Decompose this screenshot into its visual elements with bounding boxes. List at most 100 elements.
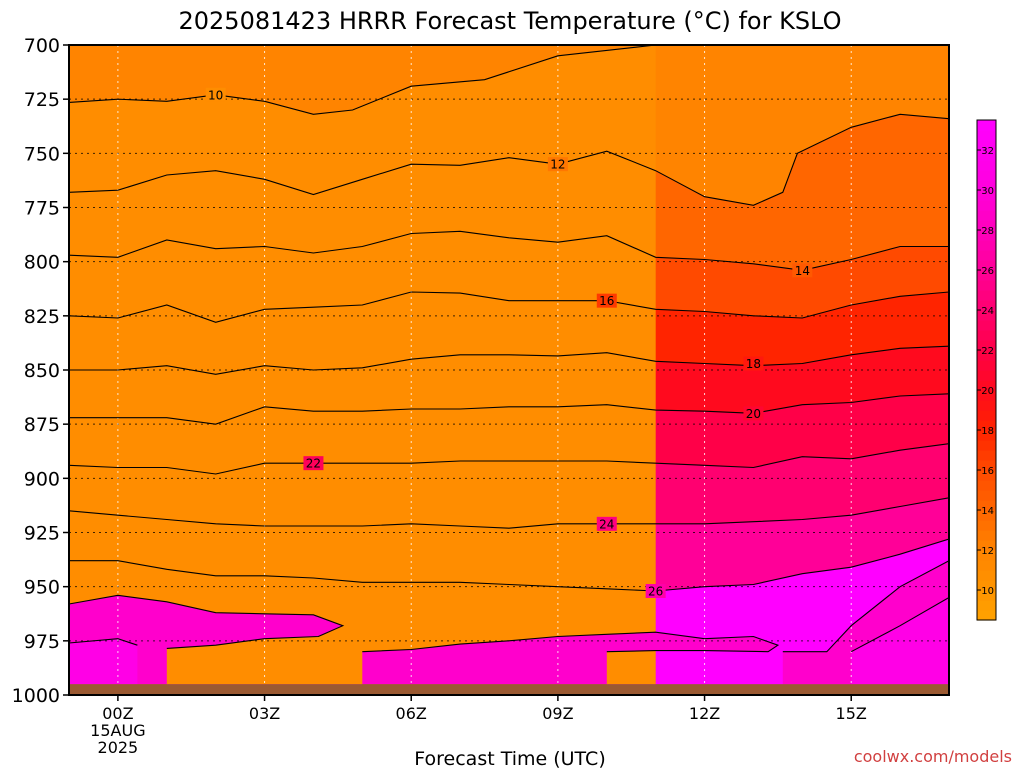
contour-label-bg (596, 293, 617, 308)
colorbar-swatch (977, 530, 996, 541)
colorbar-tick-label: 24 (981, 306, 994, 317)
colorbar-swatch (977, 170, 996, 181)
colorbar-swatch (977, 160, 996, 171)
colorbar-tick-label: 26 (981, 266, 994, 277)
colorbar-swatch (977, 390, 996, 401)
y-tick-label: 750 (24, 143, 60, 165)
contour-label-bg (743, 356, 764, 371)
colorbar-swatch (977, 120, 996, 131)
x-tick-label: 00Z (102, 704, 133, 723)
y-tick-label: 950 (24, 577, 60, 599)
colorbar-tick-label: 14 (981, 506, 994, 517)
contour-label-14: 14 (795, 264, 810, 278)
contour-label-22: 22 (306, 457, 321, 471)
y-tick-label: 825 (24, 306, 60, 328)
y-tick-label: 925 (24, 523, 60, 545)
contour-line-12 (69, 113, 949, 206)
contour-label-bg (596, 516, 617, 531)
contour-line-28 (362, 631, 780, 653)
contour-label-10: 10 (208, 88, 223, 102)
colorbar-swatch (977, 420, 996, 431)
colorbar-tick-label: 22 (981, 346, 994, 357)
colorbar-tick-label: 10 (981, 586, 994, 597)
contour-label-18: 18 (746, 357, 761, 371)
contour-line-24 (69, 497, 949, 529)
colorbar-swatch (977, 230, 996, 241)
ground-surface (69, 684, 949, 695)
colorbar-swatch (977, 490, 996, 501)
contour-label-bg (303, 456, 324, 471)
contour-line-30 (69, 638, 138, 646)
temperature-pocket-30 (851, 597, 949, 685)
chart-title: 2025081423 HRRR Forecast Temperature (°C… (179, 7, 842, 35)
colorbar-swatch (977, 600, 996, 611)
y-tick-label: 875 (24, 414, 60, 436)
colorbar-swatch (977, 580, 996, 591)
contour-line-18 (69, 345, 949, 375)
contour-lines (69, 45, 949, 653)
colorbar-swatch (977, 130, 996, 141)
colorbar-swatch (977, 400, 996, 411)
colorbar-swatch (977, 500, 996, 511)
colorbar-swatch (977, 460, 996, 471)
y-tick-label: 800 (24, 252, 60, 274)
colorbar-swatch (977, 360, 996, 371)
x-axis-label: Forecast Time (UTC) (414, 748, 605, 768)
temperature-pocket-10 (69, 45, 656, 685)
colorbar-swatch (977, 480, 996, 491)
colorbar-swatch (977, 350, 996, 361)
colorbar-swatch (977, 290, 996, 301)
contour-label-bg (547, 157, 568, 172)
x-tick-label: 03Z (249, 704, 280, 723)
temperature-pocket-30 (69, 638, 138, 685)
colorbar-swatch (977, 510, 996, 521)
contour-line-28 (782, 560, 949, 653)
temperature-pocket-28 (69, 595, 343, 685)
colorbar-swatch (977, 270, 996, 281)
y-tick-label: 900 (24, 468, 60, 490)
colorbar-swatch (977, 450, 996, 461)
y-tick-label: 725 (24, 89, 60, 111)
colorbar-tick-label: 12 (981, 546, 994, 557)
y-axis: 700 725 750 775 800 825 850 875 900 925 950 975 1000 (12, 35, 69, 707)
colorbar-swatch (977, 220, 996, 231)
colorbar-swatch (977, 520, 996, 531)
colorbar-swatch (977, 150, 996, 161)
colorbar-swatch (977, 280, 996, 291)
contour-line-10 (69, 45, 656, 115)
x-tick-label: 15Z (836, 704, 867, 723)
watermark: coolwx.com/models (854, 747, 1012, 766)
y-tick-label: 975 (24, 631, 60, 653)
contour-line-22 (69, 443, 949, 475)
contour-label-bg (792, 263, 813, 278)
contour-labels: 10 12 14 16 18 20 22 24 26 (205, 87, 813, 599)
colorbar-swatch (977, 260, 996, 271)
temperature-fill-layer (69, 45, 949, 685)
colorbar-tick-label: 30 (981, 186, 994, 197)
colorbar-tick-label: 28 (981, 226, 994, 237)
x-date-label: 15AUG (90, 721, 145, 740)
grid-lines (69, 45, 949, 695)
contour-label-bg (205, 87, 226, 102)
colorbar-swatch (977, 380, 996, 391)
colorbar-swatch (977, 550, 996, 561)
contour-label-26: 26 (648, 585, 663, 599)
colorbar-swatch (977, 240, 996, 251)
y-tick-label: 850 (24, 360, 60, 382)
contour-label-bg (645, 584, 666, 598)
colorbar-swatch (977, 370, 996, 381)
contour-label-16: 16 (599, 294, 614, 308)
colorbar: 10 12 14 16 18 20 22 24 26 28 30 32 (976, 119, 997, 621)
x-tick-label: 06Z (396, 704, 427, 723)
colorbar-frame (976, 119, 997, 621)
colorbar-tick-label: 18 (981, 426, 994, 437)
ground-layer (69, 684, 949, 695)
colorbar-swatch (977, 310, 996, 321)
temperature-pocket-28 (362, 632, 778, 685)
contour-label-12: 12 (550, 158, 565, 172)
contour-label-24: 24 (599, 517, 614, 531)
y-tick-label: 775 (24, 198, 60, 220)
contour-label-20: 20 (746, 407, 761, 421)
colorbar-swatch (977, 540, 996, 551)
